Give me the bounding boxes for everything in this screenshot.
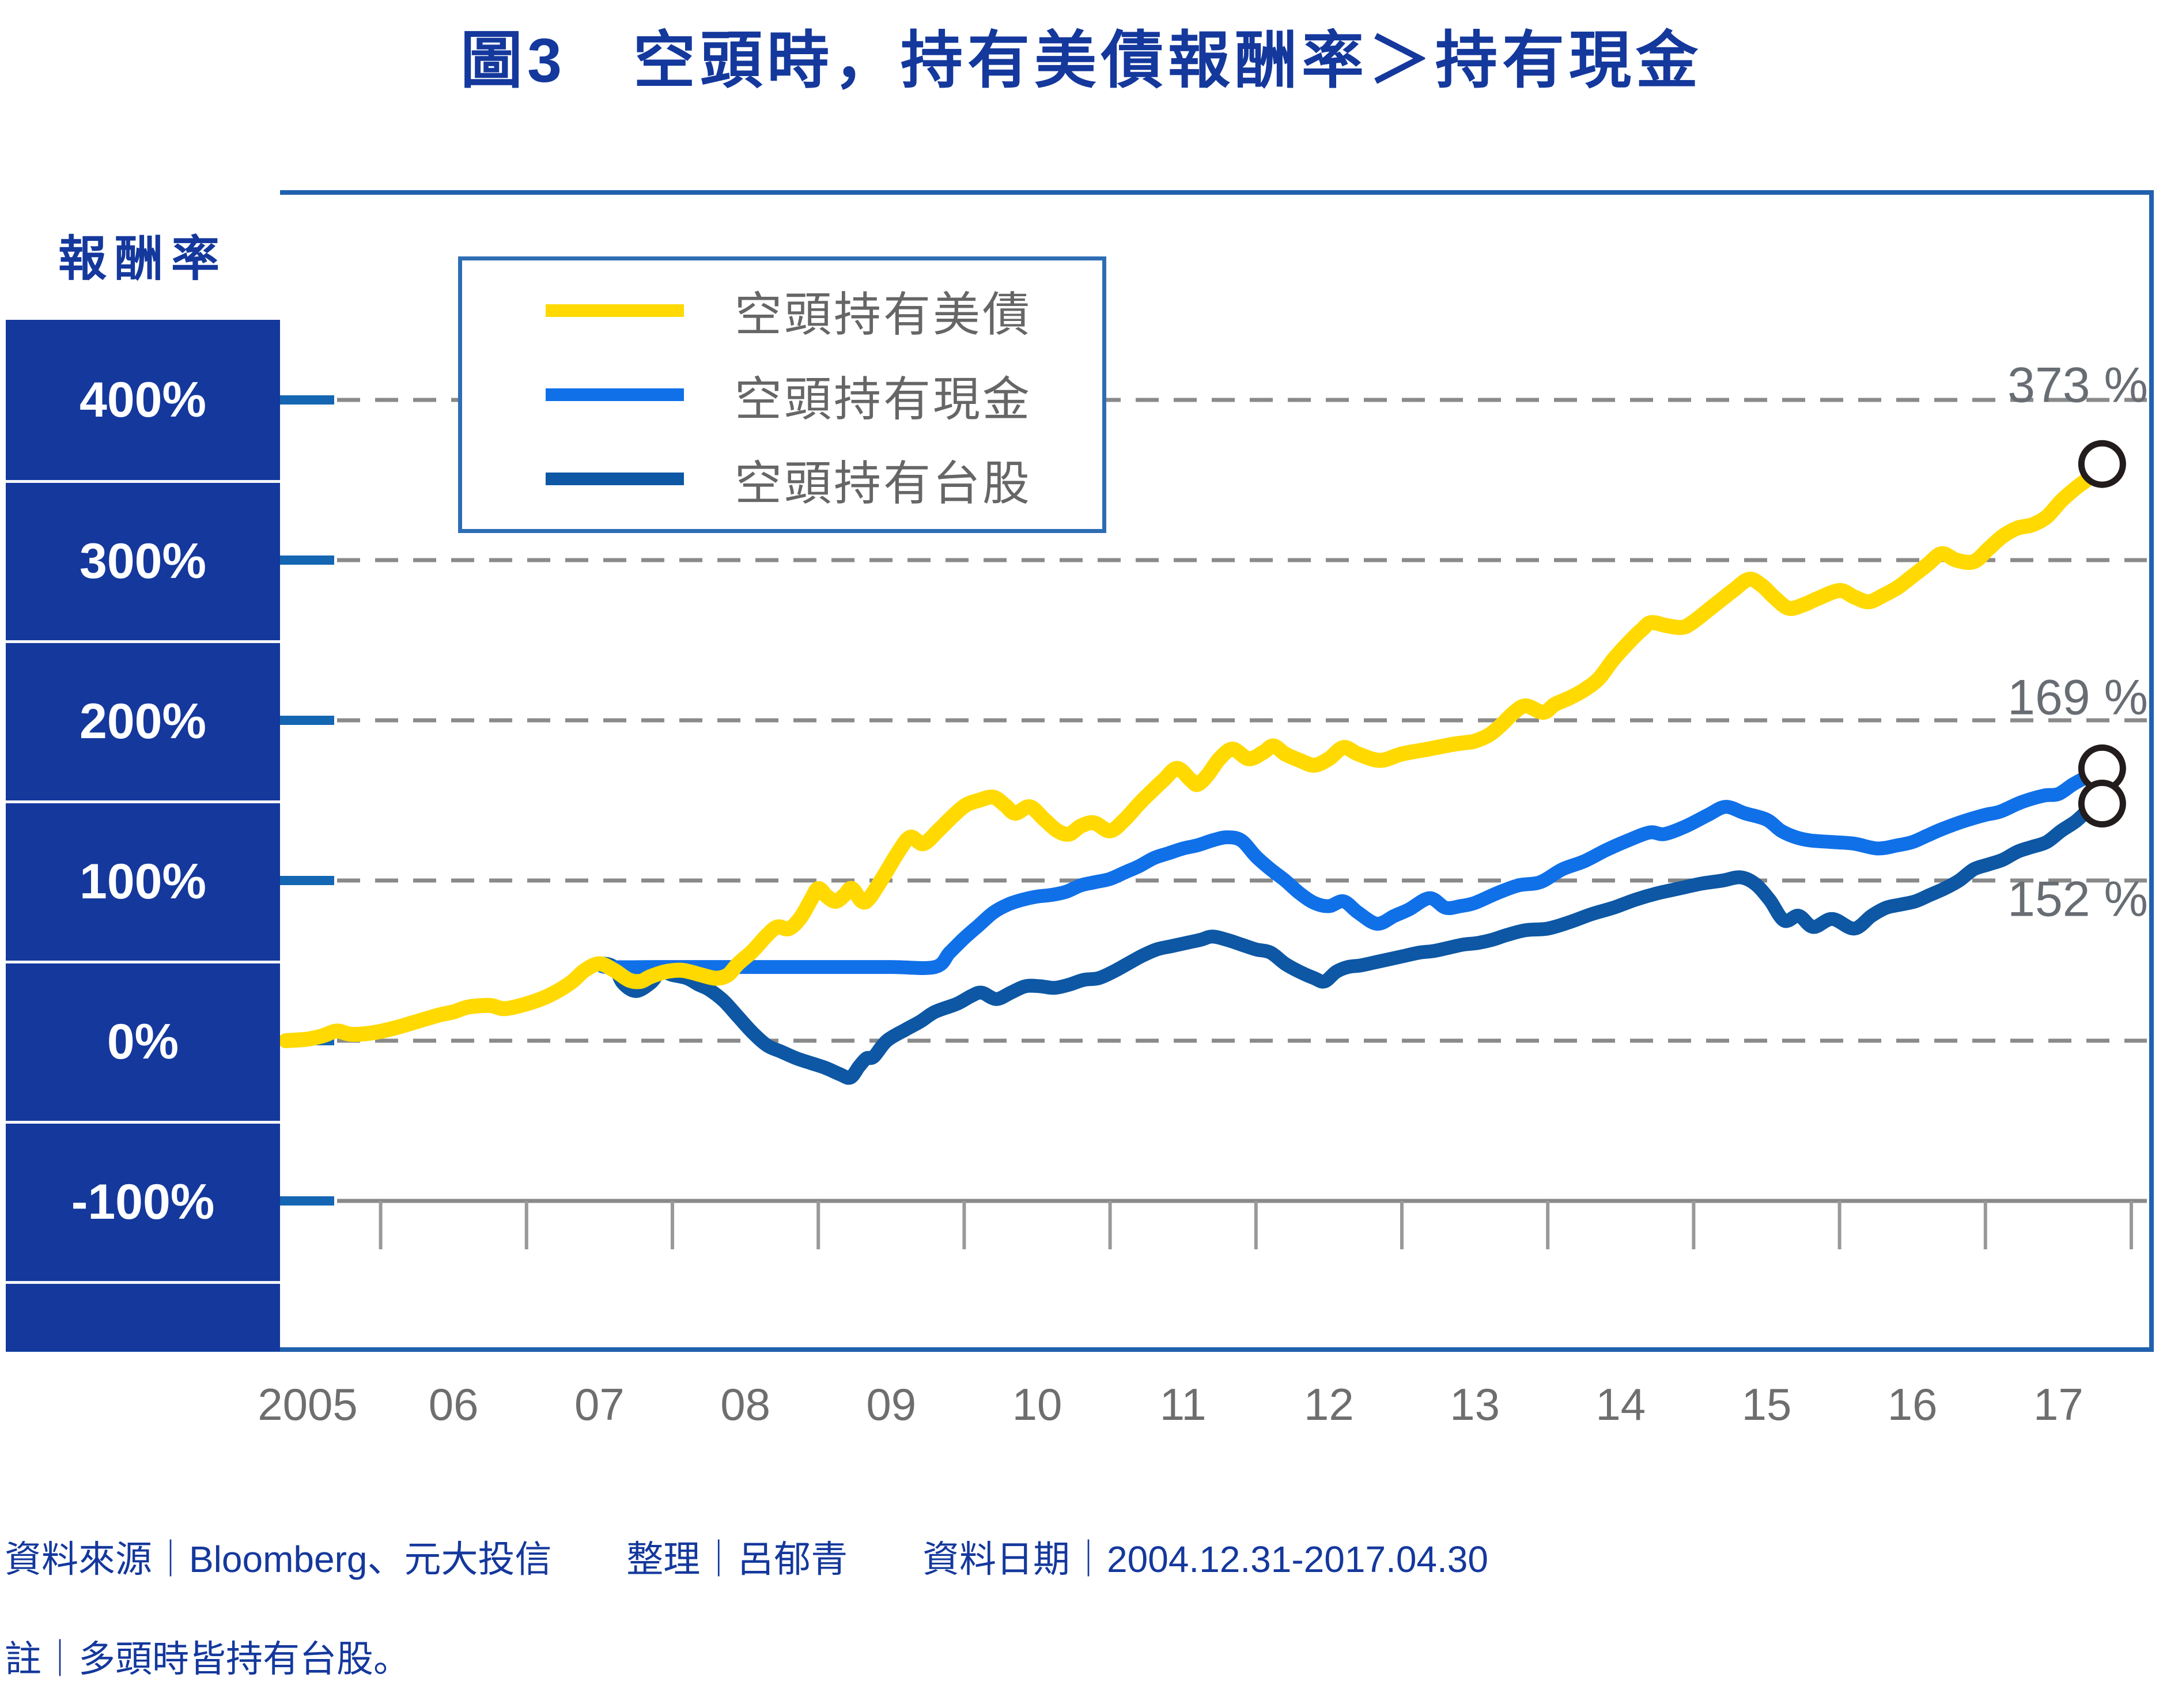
legend: 空頭持有美債 空頭持有現金 空頭持有台股: [458, 256, 1106, 533]
legend-swatch-icon: [546, 304, 684, 317]
footer-source: 資料來源｜Bloomberg、元大投信: [5, 1539, 552, 1580]
end-label-169%: 169 %: [2007, 670, 2148, 725]
y-axis-label-100%: 100%: [6, 800, 280, 961]
footer-note: 註｜多頭時皆持有台股。: [5, 1638, 410, 1680]
footer-editor: 整理｜呂郁青: [626, 1539, 848, 1580]
y-axis-filler-cell: [6, 1281, 280, 1351]
x-axis-label-2005: 2005: [258, 1379, 358, 1430]
y-axis-label-200%: 200%: [6, 640, 280, 800]
end-marker-空頭持有美債: [2078, 440, 2126, 488]
x-axis-label-15: 15: [1741, 1379, 1792, 1430]
y-axis-label-0%: 0%: [6, 961, 280, 1121]
legend-swatch-icon: [546, 473, 684, 486]
x-axis-label-08: 08: [720, 1379, 770, 1430]
y-axis-title: 報酬率: [6, 190, 280, 320]
x-axis-label-14: 14: [1595, 1379, 1646, 1430]
y-axis-panel: 報酬率 400% 300% 200% 100% 0% -100%: [6, 190, 280, 1351]
x-axis-label-11: 11: [1159, 1379, 1207, 1430]
x-axis-label-09: 09: [866, 1379, 917, 1430]
series-line-空頭持有美債: [278, 456, 2110, 1048]
x-axis-label-17: 17: [2033, 1379, 2083, 1430]
legend-label: 空頭持有台股: [735, 457, 1033, 510]
legend-swatch-icon: [546, 388, 684, 401]
x-axis-label-07: 07: [574, 1379, 625, 1430]
x-axis-label-12: 12: [1304, 1379, 1354, 1430]
legend-item: 空頭持有現金: [546, 361, 1102, 429]
x-axis-label-13: 13: [1450, 1379, 1500, 1430]
series-line-空頭持有台股: [279, 796, 2109, 1085]
x-axis-label-16: 16: [1887, 1379, 1938, 1430]
x-axis-label-10: 10: [1012, 1379, 1062, 1430]
footer-source-line: 資料來源｜Bloomberg、元大投信 整理｜呂郁青 資料日期｜2004.12.…: [5, 1530, 1488, 1583]
legend-item: 空頭持有美債: [546, 276, 1102, 345]
series-line-空頭持有現金: [279, 761, 2109, 1048]
legend-label: 空頭持有現金: [735, 373, 1033, 426]
y-axis-label-300%: 300%: [6, 480, 280, 640]
end-label-152%: 152 %: [2007, 871, 2148, 927]
y-axis-label-400%: 400%: [80, 372, 206, 428]
end-label-373%: 373 %: [2007, 357, 2148, 413]
end-marker-空頭持有台股: [2078, 780, 2126, 828]
y-axis-label--100%: -100%: [6, 1121, 280, 1281]
x-axis-label-06: 06: [428, 1379, 479, 1430]
legend-item: 空頭持有台股: [546, 445, 1102, 513]
footer-date: 資料日期｜2004.12.31-2017.04.30: [922, 1539, 1488, 1580]
legend-label: 空頭持有美債: [735, 289, 1033, 342]
page-title: 圖3 空頭時，持有美債報酬率＞持有現金: [460, 25, 1703, 95]
